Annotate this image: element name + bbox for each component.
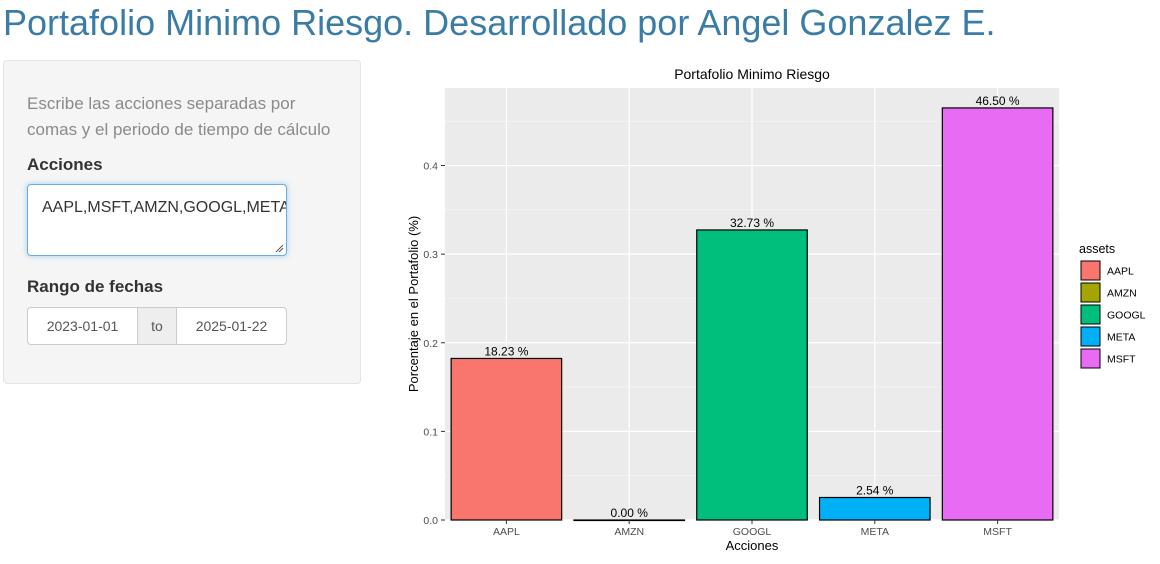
legend-key-aapl	[1080, 260, 1101, 281]
legend-key-meta	[1080, 326, 1101, 347]
tickers-label: Acciones	[27, 155, 103, 174]
y-tick-label: 0.2	[423, 338, 438, 350]
portfolio-bar-chart: Portafolio Minimo Riesgo 18.23 % 0.00 % 32…	[406, 66, 1146, 553]
bar-value-label: 32.73 %	[730, 216, 774, 230]
x-axis-title: Acciones	[726, 538, 779, 553]
legend-label: AMZN	[1107, 288, 1137, 300]
bar-msft	[941, 107, 1054, 521]
legend-label: MSFT	[1107, 354, 1136, 366]
tickers-value: AAPL,MSFT,AMZN,GOOGL,META	[42, 199, 287, 216]
legend-key-googl	[1080, 304, 1101, 325]
legend-label: GOOGL	[1107, 310, 1146, 322]
start-date-input[interactable]	[27, 307, 138, 345]
x-tick-label: META	[861, 526, 889, 538]
date-range-separator: to	[138, 307, 176, 345]
date-range-input: to	[27, 307, 287, 345]
app-title: Portafolio Minimo Riesgo. Desarrollado p…	[3, 2, 996, 43]
y-axis: 0.0 0.1 0.2 0.3 0.4	[423, 161, 445, 527]
x-axis: AAPL AMZN GOOGL META MSFT	[493, 520, 1012, 538]
legend-label: META	[1107, 332, 1135, 344]
legend: assets AAPL AMZN GOOGL META MSFT	[1079, 242, 1146, 369]
chart-title: Portafolio Minimo Riesgo	[674, 66, 830, 82]
legend-label: AAPL	[1107, 266, 1134, 278]
legend-key-amzn	[1080, 282, 1101, 303]
end-date-input[interactable]	[176, 307, 287, 345]
bar-aapl	[450, 357, 563, 521]
bar-meta	[818, 496, 931, 521]
help-text: Escribe las acciones separadas por comas…	[27, 94, 331, 139]
bar-value-label: 0.00 %	[611, 506, 649, 520]
y-axis-title: Porcentaje en el Portafolio (%)	[406, 216, 421, 392]
bar-value-label: 46.50 %	[976, 94, 1020, 108]
bar-googl	[696, 229, 808, 521]
y-tick-label: 0.4	[423, 161, 438, 173]
x-tick-label: AAPL	[493, 526, 520, 538]
legend-key-msft	[1080, 348, 1101, 369]
tickers-textarea[interactable]: AAPL,MSFT,AMZN,GOOGL,META	[27, 184, 287, 256]
y-tick-label: 0.0	[423, 515, 438, 527]
x-tick-label: MSFT	[983, 526, 1012, 538]
sidebar-panel: Escribe las acciones separadas por comas…	[3, 60, 361, 384]
x-tick-label: GOOGL	[733, 526, 772, 538]
date-range-label: Rango de fechas	[27, 277, 164, 296]
bars: 18.23 % 0.00 % 32.73 % 2.54 % 46.50 %	[450, 94, 1054, 522]
bar-value-label: 18.23 %	[484, 344, 528, 358]
bar-value-label: 2.54 %	[856, 483, 894, 497]
legend-title: assets	[1079, 242, 1115, 256]
y-tick-label: 0.3	[423, 249, 438, 261]
resize-grip-icon[interactable]	[274, 243, 284, 253]
y-tick-label: 0.1	[423, 426, 438, 438]
x-tick-label: AMZN	[614, 526, 644, 538]
